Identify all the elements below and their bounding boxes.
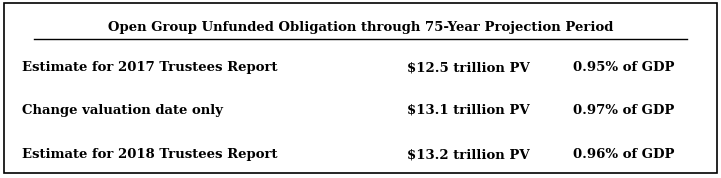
- Text: Estimate for 2018 Trustees Report: Estimate for 2018 Trustees Report: [22, 148, 277, 161]
- Text: $13.1 trillion PV: $13.1 trillion PV: [407, 104, 530, 117]
- Text: Open Group Unfunded Obligation through 75-Year Projection Period: Open Group Unfunded Obligation through 7…: [108, 21, 613, 34]
- Text: 0.95% of GDP: 0.95% of GDP: [573, 61, 675, 74]
- Text: 0.97% of GDP: 0.97% of GDP: [573, 104, 675, 117]
- Text: $12.5 trillion PV: $12.5 trillion PV: [407, 61, 530, 74]
- Text: Change valuation date only: Change valuation date only: [22, 104, 223, 117]
- Text: Estimate for 2017 Trustees Report: Estimate for 2017 Trustees Report: [22, 61, 277, 74]
- Text: $13.2 trillion PV: $13.2 trillion PV: [407, 148, 530, 161]
- FancyBboxPatch shape: [4, 3, 717, 173]
- Text: 0.96% of GDP: 0.96% of GDP: [573, 148, 675, 161]
